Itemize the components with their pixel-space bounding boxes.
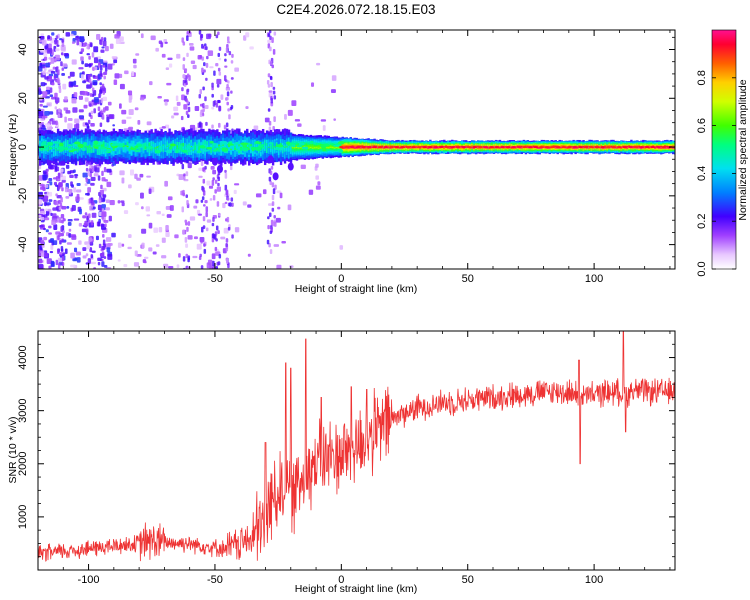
spectrogram-y-axis-title: Frequency (Hz) <box>7 114 19 186</box>
snr-x-tick-label: 100 <box>585 574 603 586</box>
spectrogram-x-ticks: -100 -50 0 50 100 <box>37 30 671 285</box>
snr-x-tick-label: 0 <box>338 574 344 586</box>
snr-y-tick-label: 4000 <box>17 345 29 369</box>
snr-x-tick-label: -100 <box>78 574 100 586</box>
snr-y-axis-title: SNR (10 * v/v) <box>7 416 19 483</box>
spectrogram-y-tick-label: 40 <box>17 43 29 55</box>
snr-series-line <box>38 331 675 562</box>
snr-y-ticks: 1000 2000 3000 4000 <box>17 330 675 571</box>
spectrogram-x-tick-label: 100 <box>585 273 603 285</box>
colorbar-tick-label: 0.6 <box>696 118 708 133</box>
spectrogram-panel: -100 -50 0 50 100 -40 -20 0 20 40 Height of stra… <box>7 29 676 295</box>
spectrogram-x-tick-label: -50 <box>207 273 223 285</box>
colorbar-gradient <box>712 30 736 269</box>
colorbar-frame <box>711 29 737 270</box>
spectrogram-x-axis-title: Height of straight line (km) <box>295 283 418 295</box>
colorbar-title: Normalized spectral amplitude <box>737 79 749 220</box>
snr-y-tick-label: 2000 <box>17 452 29 476</box>
spectrogram-x-tick-label: 50 <box>462 273 474 285</box>
spectrogram-y-tick-label: 20 <box>17 92 29 104</box>
colorbar-ticks: 0.0 0.2 0.4 0.6 0.8 <box>696 70 736 277</box>
colorbar-tick-label: 0.8 <box>696 70 708 85</box>
figure-title: C2E4.2026.072.18.15.E03 <box>276 2 435 17</box>
spectrogram-y-tick-label: 0 <box>17 144 29 150</box>
colorbar: 0.0 0.2 0.4 0.6 0.8 Normalized spectral ampl… <box>696 29 749 277</box>
colorbar-tick-label: 0.0 <box>696 261 708 276</box>
spectrogram-x-tick-label: 0 <box>338 273 344 285</box>
snr-x-axis-title: Height of straight line (km) <box>295 583 418 595</box>
spectrogram-y-ticks: -40 -20 0 20 40 <box>17 36 675 270</box>
snr-x-tick-label: -50 <box>207 574 223 586</box>
snr-x-tick-label: 50 <box>462 574 474 586</box>
spectrogram-x-tick-label: -100 <box>78 273 100 285</box>
colorbar-tick-label: 0.2 <box>696 214 708 229</box>
colorbar-tick-label: 0.4 <box>696 166 708 181</box>
snr-y-tick-label: 3000 <box>17 398 29 422</box>
snr-x-ticks: -100 -50 0 50 100 <box>37 331 671 586</box>
snr-y-tick-label: 1000 <box>17 505 29 529</box>
spectrogram-frame <box>37 29 676 270</box>
spectrogram-y-tick-label: -40 <box>17 237 29 253</box>
spectrogram-y-tick-label: -20 <box>17 188 29 204</box>
spectrogram-heatmap <box>38 30 675 269</box>
snr-panel: -100 -50 0 50 100 1000 2000 3000 4000 Height of… <box>7 330 676 595</box>
